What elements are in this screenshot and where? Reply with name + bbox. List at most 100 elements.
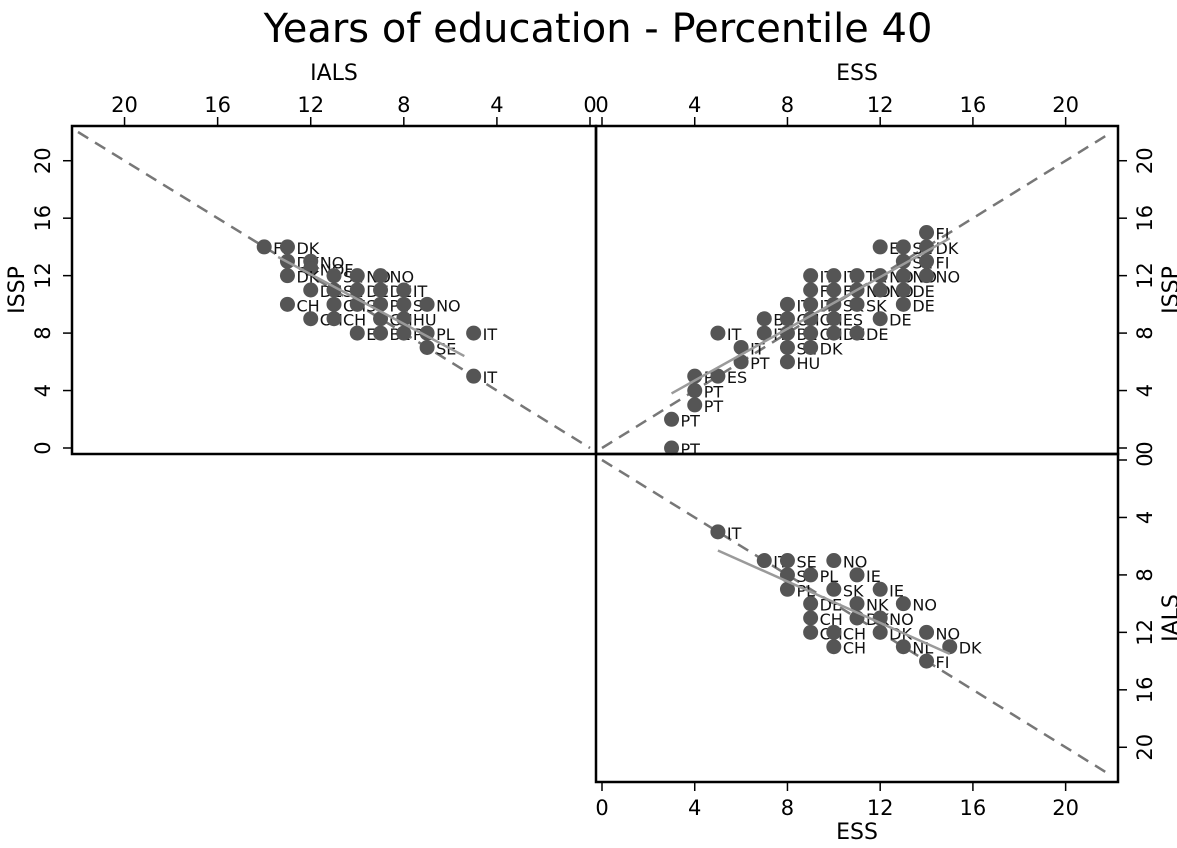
data-point: [279, 268, 295, 284]
x-tick-label: 0: [583, 93, 596, 117]
x-axis-title: ESS: [836, 820, 878, 845]
data-point: [687, 368, 703, 384]
y-tick-label: 0: [1133, 441, 1157, 454]
point-label: NO: [843, 553, 868, 572]
point-label: CH: [820, 610, 843, 629]
point-label: IT: [483, 325, 498, 344]
point-label: FI: [936, 653, 950, 672]
y-tick-label: 8: [31, 326, 55, 339]
x-tick-label: 4: [490, 93, 503, 117]
data-point: [849, 596, 865, 612]
data-point: [779, 339, 795, 355]
data-point: [279, 239, 295, 255]
data-point: [803, 624, 819, 640]
data-point: [919, 624, 935, 640]
data-point: [872, 282, 888, 298]
data-point: [303, 282, 319, 298]
data-point: [279, 296, 295, 312]
data-point: [826, 624, 842, 640]
point-label: IT: [727, 325, 742, 344]
data-point: [373, 325, 389, 341]
data-point: [803, 325, 819, 341]
panel-bottom-right: ITITSENOSIPLIEPLSKIEDENKNOCHDKNOCHCHDKNO…: [594, 452, 1177, 845]
data-point: [396, 282, 412, 298]
data-point: [919, 225, 935, 241]
point-label: SK: [843, 581, 864, 600]
data-point: [849, 268, 865, 284]
data-point: [803, 596, 819, 612]
data-point: [872, 581, 888, 597]
point-label: CH: [843, 624, 866, 643]
point-label: DE: [866, 325, 888, 344]
x-tick-label: 8: [397, 93, 410, 117]
y-tick-label: 16: [1133, 676, 1157, 703]
data-point: [872, 311, 888, 327]
y-tick-label: 0: [1133, 453, 1157, 466]
data-point: [664, 440, 680, 456]
x-tick-label: 16: [960, 93, 987, 117]
point-label: DE: [912, 296, 934, 315]
x-tick-label: 16: [960, 796, 987, 820]
data-point: [849, 296, 865, 312]
data-point: [664, 411, 680, 427]
data-point: [872, 624, 888, 640]
point-label: IE: [889, 581, 904, 600]
data-point: [373, 268, 389, 284]
data-point: [779, 296, 795, 312]
x-tick-label: 20: [1052, 93, 1079, 117]
fit-line: [717, 549, 951, 656]
data-point: [826, 639, 842, 655]
data-point: [756, 311, 772, 327]
x-tick-label: 0: [595, 93, 608, 117]
data-point: [803, 296, 819, 312]
data-point: [826, 268, 842, 284]
x-tick-label: 20: [111, 93, 138, 117]
data-point: [826, 282, 842, 298]
data-point: [710, 325, 726, 341]
point-label: DK: [296, 239, 319, 258]
data-point: [687, 397, 703, 413]
data-point: [895, 639, 911, 655]
x-tick-label: 12: [297, 93, 324, 117]
point-label: CH: [843, 639, 866, 658]
panel-frame: [594, 452, 1120, 784]
point-label: DK: [296, 268, 319, 287]
point-label: HU: [413, 311, 437, 330]
point-label: PT: [750, 354, 770, 373]
chart-title: Years of education - Percentile 40: [263, 6, 933, 52]
data-point: [803, 610, 819, 626]
point-label: CH: [296, 296, 319, 315]
x-tick-label: 8: [781, 93, 794, 117]
data-point: [466, 325, 482, 341]
fit-line: [670, 237, 951, 395]
data-point: [803, 567, 819, 583]
y-tick-label: 0: [31, 441, 55, 454]
point-label: NO: [889, 610, 914, 629]
y-tick-label: 4: [1133, 511, 1157, 524]
point-label: IT: [727, 524, 742, 543]
panel-top-right: PTPTPTPTPTESPTHUITITITSEDKBEBECHDEDECHCH…: [594, 61, 1177, 459]
fit-line: [277, 255, 465, 358]
x-tick-label: 0: [595, 796, 608, 820]
data-point: [895, 596, 911, 612]
data-point: [687, 383, 703, 399]
data-point: [826, 325, 842, 341]
y-tick-label: 4: [1133, 384, 1157, 397]
data-point: [779, 581, 795, 597]
data-point: [779, 325, 795, 341]
x-tick-label: 12: [867, 796, 894, 820]
data-point: [419, 296, 435, 312]
point-label: ES: [843, 311, 863, 330]
data-point: [803, 339, 819, 355]
point-label: IT: [413, 282, 428, 301]
data-point: [779, 553, 795, 569]
point-label: DK: [959, 639, 982, 658]
point-label: ES: [727, 368, 747, 387]
point-label: NO: [936, 268, 961, 287]
data-point: [849, 567, 865, 583]
data-point: [349, 325, 365, 341]
data-point: [710, 368, 726, 384]
point-label: SK: [866, 296, 887, 315]
